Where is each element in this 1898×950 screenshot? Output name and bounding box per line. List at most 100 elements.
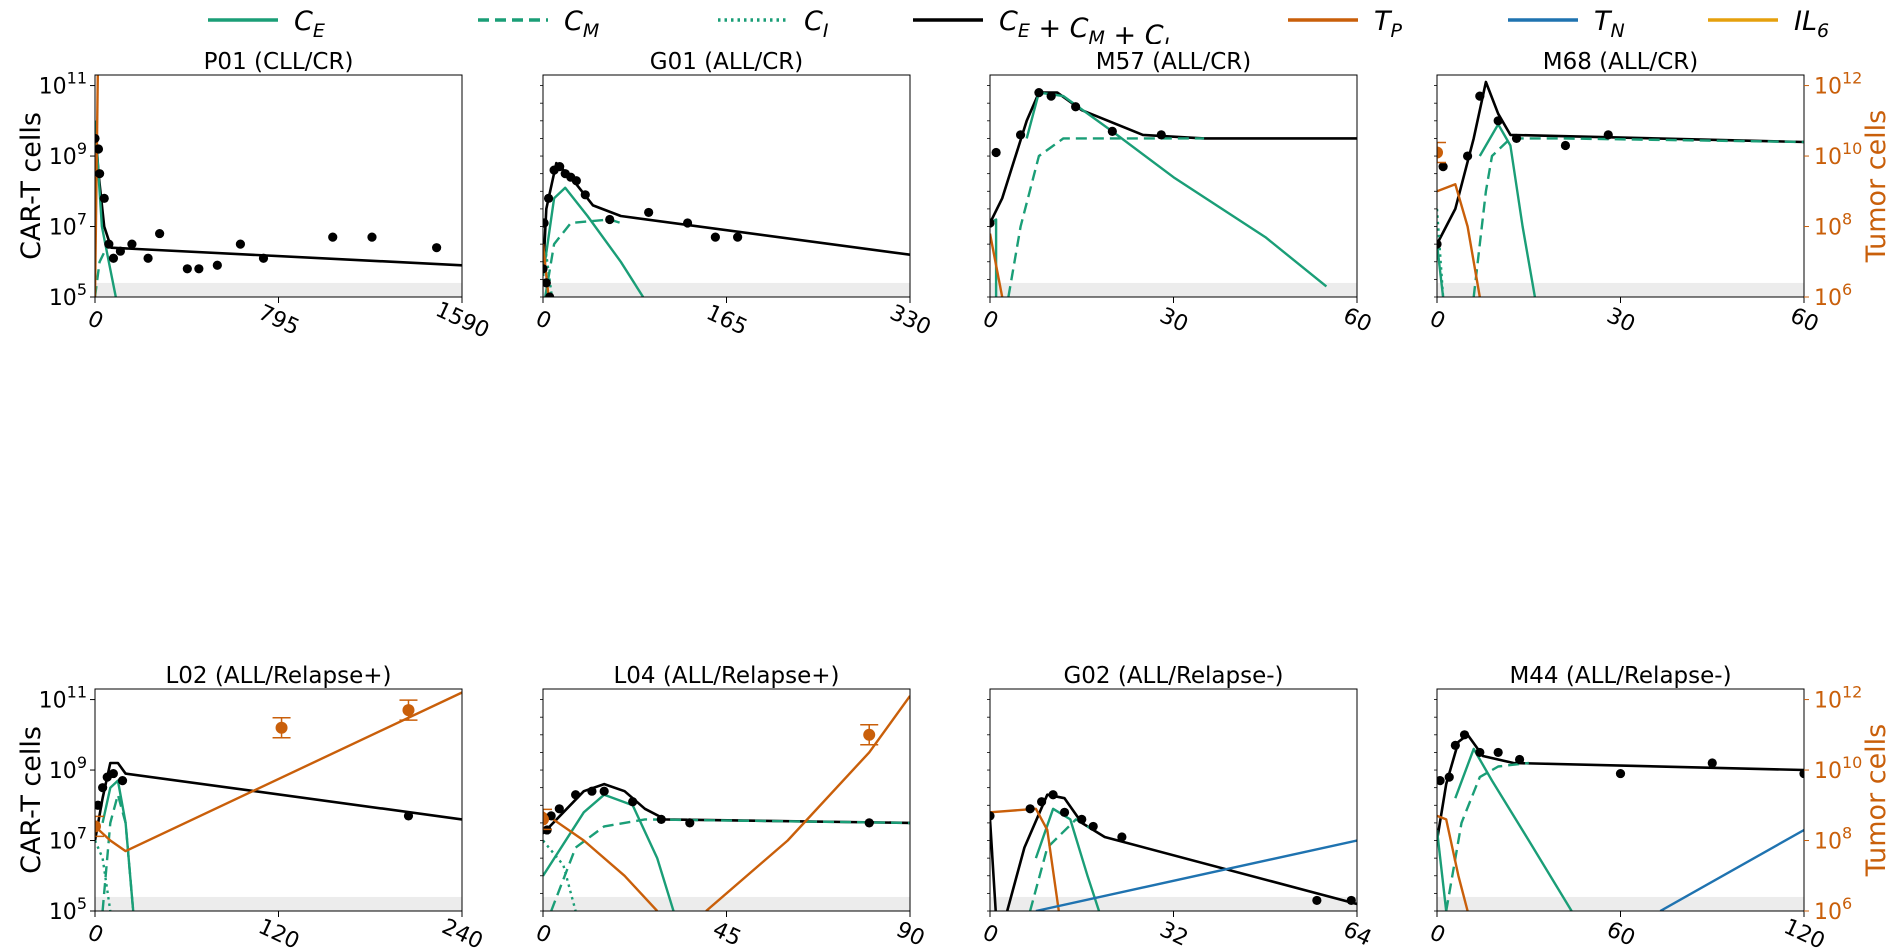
panel-title: M44 (ALL/Relapse-) xyxy=(1509,663,1731,689)
tumor-point xyxy=(863,728,876,741)
data-point xyxy=(143,253,153,263)
data-point xyxy=(1088,821,1098,832)
data-point xyxy=(1015,130,1026,140)
data-point xyxy=(1312,895,1322,906)
x-tick-label: 64 xyxy=(1339,917,1375,950)
data-point xyxy=(1560,140,1571,151)
detection-band xyxy=(543,282,910,297)
data-point xyxy=(95,133,100,144)
right-y-tick-label: 106 xyxy=(1814,894,1852,925)
x-tick-label: 0 xyxy=(979,920,1002,949)
series-line-TP xyxy=(705,695,910,911)
series-line-CM xyxy=(1472,137,1804,297)
series-line-CE xyxy=(1478,123,1537,297)
x-tick-label: 45 xyxy=(709,917,745,950)
right-y-tick-label: 1012 xyxy=(1814,69,1862,100)
series-line-total xyxy=(95,120,462,267)
data-point xyxy=(1046,91,1056,101)
panel-title: M68 (ALL/CR) xyxy=(1543,49,1699,75)
series-line-CE xyxy=(543,186,645,297)
data-point xyxy=(580,190,590,200)
data-point xyxy=(543,278,551,288)
x-tick-label: 32 xyxy=(1156,917,1192,950)
series-line-CE xyxy=(1437,829,1448,911)
series-line-CM xyxy=(550,818,910,911)
data-point xyxy=(194,264,204,274)
data-point xyxy=(571,176,581,186)
series-line-total xyxy=(543,782,910,835)
data-point xyxy=(127,239,137,249)
data-point xyxy=(1475,747,1485,758)
legend-label-CI: CI xyxy=(804,6,829,42)
data-point xyxy=(1707,758,1717,768)
series-line-TP xyxy=(1437,814,1469,911)
data-point xyxy=(682,218,693,228)
data-point xyxy=(685,818,695,828)
panel-1: G01 (ALL/CR) 0 165 330 xyxy=(532,49,935,341)
data-point xyxy=(212,260,222,270)
data-point xyxy=(1346,895,1356,906)
data-point xyxy=(115,246,125,256)
right-y-tick-label: 1010 xyxy=(1814,753,1862,784)
panel-title: L04 (ALL/Relapse+) xyxy=(613,663,839,689)
detection-band xyxy=(1437,896,1804,911)
series-line-total xyxy=(1437,80,1804,245)
data-point xyxy=(555,162,565,172)
panel-title: G02 (ALL/Relapse-) xyxy=(1063,663,1283,689)
panel-4: L02 (ALL/Relapse+) 0 120 240 105 107 109 1011 CA… xyxy=(16,663,487,950)
series-line-total xyxy=(990,819,997,911)
scatter-group xyxy=(95,133,442,274)
data-point xyxy=(108,253,119,263)
series-line-CE xyxy=(1454,747,1573,911)
panel-title: L02 (ALL/Relapse+) xyxy=(165,663,391,689)
x-tick-label: 165 xyxy=(702,300,751,340)
tumor-point xyxy=(95,820,101,833)
axes-frame xyxy=(1436,688,1805,912)
data-point xyxy=(545,292,555,297)
legend-label-CE: CE xyxy=(294,6,325,42)
data-point xyxy=(95,144,104,154)
x-tick-label: 0 xyxy=(1426,920,1449,949)
data-point xyxy=(367,232,377,242)
right-y-tick-label: 108 xyxy=(1814,824,1852,855)
x-tick-label: 30 xyxy=(1603,303,1639,337)
series-line-TP xyxy=(990,233,1004,297)
data-point xyxy=(1156,130,1166,140)
data-point xyxy=(710,232,720,242)
data-point xyxy=(1438,162,1448,172)
scatter-group xyxy=(1437,91,1613,249)
data-point xyxy=(403,811,414,821)
y-tick-label: 105 xyxy=(49,894,87,925)
data-point xyxy=(543,193,554,203)
data-point xyxy=(1059,807,1070,817)
detection-band xyxy=(543,896,910,911)
series-line-TP xyxy=(543,811,659,911)
series-line-CM xyxy=(1028,818,1094,911)
detection-band xyxy=(95,896,462,911)
data-point xyxy=(733,232,743,242)
data-point xyxy=(644,207,654,218)
series-line-CM xyxy=(95,247,108,297)
detection-band xyxy=(1437,282,1804,297)
panel-title: P01 (CLL/CR) xyxy=(204,49,354,75)
data-point xyxy=(98,783,108,793)
series-group xyxy=(543,695,910,911)
data-point xyxy=(95,169,105,179)
data-point xyxy=(1511,133,1522,144)
panel-6: G02 (ALL/Relapse-) 0 32 64 xyxy=(979,663,1376,950)
data-point xyxy=(182,264,192,274)
x-tick-label: 795 xyxy=(254,300,303,340)
data-point xyxy=(155,228,165,239)
axes-frame xyxy=(94,688,463,912)
y-tick-label: 105 xyxy=(49,280,87,311)
data-point xyxy=(1450,740,1460,750)
data-point xyxy=(1475,91,1485,101)
legend-label-IL6: IL6 xyxy=(1794,6,1829,42)
right-y-tick-label: 1010 xyxy=(1814,139,1862,170)
tumor-point xyxy=(402,704,415,717)
scatter-group xyxy=(990,790,1356,906)
data-point xyxy=(990,218,995,228)
series-line-TN xyxy=(1659,828,1804,911)
series-group xyxy=(990,91,1357,297)
